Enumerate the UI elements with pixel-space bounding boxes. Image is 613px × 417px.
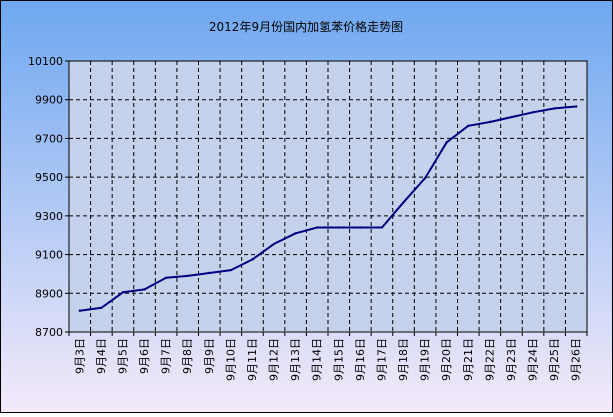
data-point (531, 111, 535, 114)
data-point (553, 107, 556, 110)
x-tick-label: 9月7日 (160, 338, 173, 374)
x-tick-label: 9月25日 (548, 338, 561, 381)
series-layer (78, 105, 578, 312)
data-point (229, 268, 233, 272)
data-point (272, 242, 276, 246)
x-tick-label: 9月3日 (73, 338, 86, 374)
data-point (208, 271, 211, 275)
x-tick-label: 9月24日 (527, 338, 540, 381)
x-axis: 9月3日 9月4日 9月5日 9月6日 9月7日 9月8日 9月9日 9月10日 9月11日 9月… (68, 332, 588, 381)
data-point (316, 226, 319, 229)
data-point (164, 276, 168, 279)
y-axis: 8700 8900 9100 9300 9500 9700 9900 10100 (28, 55, 69, 339)
x-tick-label: 9月22日 (483, 338, 496, 381)
y-tick-label: 9900 (35, 94, 63, 107)
data-point (251, 258, 254, 261)
x-tick-label: 9月19日 (419, 338, 432, 381)
x-tick-label: 9月16日 (354, 338, 367, 381)
x-tick-label: 9月9日 (203, 338, 216, 374)
x-tick-label: 9月6日 (138, 338, 151, 374)
y-tick-label: 8700 (35, 326, 63, 339)
data-point (78, 309, 81, 312)
x-tick-label: 9月20日 (440, 338, 453, 381)
data-point (510, 115, 513, 119)
data-point (575, 105, 578, 108)
x-tick-label: 9月14日 (311, 338, 324, 381)
x-tick-label: 9月11日 (246, 338, 259, 381)
x-tick-label: 9月23日 (505, 338, 518, 381)
x-tick-label: 9月8日 (181, 338, 194, 374)
y-tick-label: 9500 (35, 171, 63, 184)
data-point (121, 291, 125, 294)
x-tick-label: 9月21日 (462, 338, 475, 381)
x-tick-label: 9月26日 (570, 338, 583, 381)
chart-title: 2012年9月份国内加氢苯价格走势图 (209, 19, 403, 34)
data-point (445, 141, 448, 144)
y-tick-label: 10100 (28, 55, 63, 68)
data-point (488, 120, 492, 124)
x-tick-label: 9月15日 (332, 338, 345, 381)
data-point (337, 226, 340, 229)
x-tick-label: 9月4日 (95, 338, 108, 374)
y-tick-label: 8900 (35, 287, 63, 300)
x-tick-label: 9月10日 (224, 338, 237, 381)
data-point (294, 232, 297, 235)
data-point (359, 226, 362, 229)
data-point (186, 274, 189, 278)
y-tick-label: 9700 (35, 132, 63, 145)
grid-lines (69, 61, 587, 332)
x-tick-label: 9月5日 (116, 338, 129, 374)
data-point (467, 124, 470, 128)
x-tick-label: 9月18日 (397, 338, 410, 381)
data-point (423, 176, 427, 180)
data-point (380, 226, 384, 229)
data-point (402, 201, 405, 204)
data-point (100, 306, 103, 310)
x-tick-label: 9月17日 (375, 338, 388, 381)
y-tick-label: 9100 (35, 249, 63, 262)
x-tick-label: 9月12日 (268, 338, 281, 381)
y-tick-label: 9300 (35, 210, 63, 223)
series-line (79, 105, 577, 312)
x-tick-label: 9月13日 (289, 338, 302, 381)
data-point (143, 288, 146, 291)
